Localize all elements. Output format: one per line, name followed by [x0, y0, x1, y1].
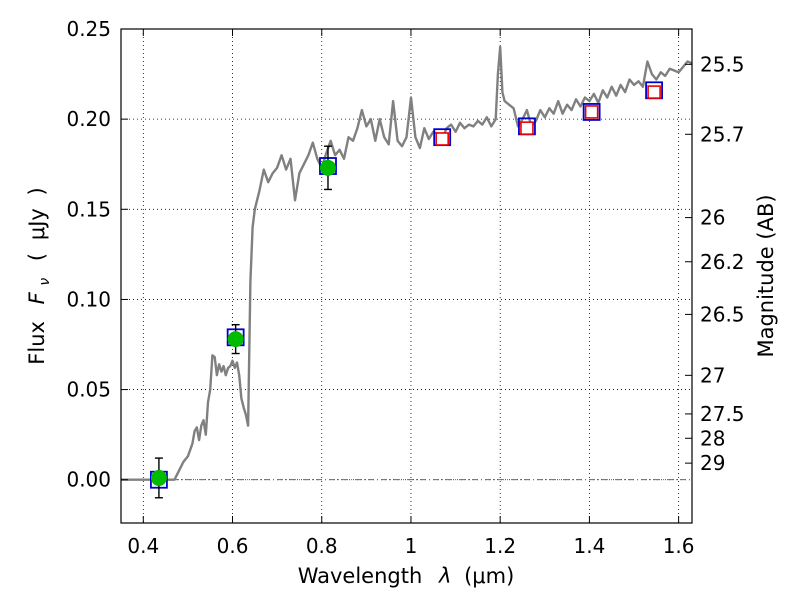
y2-tick-label: 25.7 — [700, 122, 745, 146]
axis-ticks — [121, 28, 692, 523]
y2-tick-label: 26 — [700, 206, 725, 230]
model-photometry-square — [582, 103, 601, 121]
x-axis-unit: (μm) — [464, 564, 514, 588]
y2-tick-label: 26.5 — [700, 302, 745, 326]
x-tick-label: 1 — [405, 534, 418, 558]
observed-flux-point — [150, 469, 167, 486]
observed-flux-point — [319, 159, 336, 176]
upper-limit-square — [647, 85, 661, 99]
y2-tick-label: 26.2 — [700, 250, 745, 274]
tick-labels: 0.4 0.6 0.8 1 1.2 1.4 1.6 0.00 0.05 0.10 0.15 0.20 0… — [66, 17, 744, 558]
x-axis-symbol: λ — [438, 564, 451, 588]
model-spectrum-line — [121, 45, 693, 481]
y-axis-symbol-sub: ν — [37, 278, 53, 286]
y-tick-label: 0.15 — [66, 197, 111, 221]
y2-tick-label: 27.5 — [700, 402, 745, 426]
grid-lines — [121, 28, 692, 523]
x-tick-label: 1.2 — [484, 534, 516, 558]
x-tick-label: 1.6 — [663, 534, 695, 558]
y2-axis-label: Magnitude (AB) — [754, 194, 778, 357]
y-tick-label: 0.05 — [66, 378, 111, 402]
x-tick-label: 0.8 — [306, 534, 338, 558]
upper-limit-square — [435, 132, 449, 146]
y-tick-label: 0.20 — [66, 107, 111, 131]
y-axis-unit-open: ( — [25, 253, 49, 261]
y2-tick-label: 27 — [700, 363, 725, 387]
photometry-points — [150, 81, 663, 499]
y2-tick-label: 25.5 — [700, 52, 745, 76]
upper-limit-square — [520, 121, 534, 135]
observed-flux-point — [227, 331, 244, 348]
x-axis-label-text: Wavelength — [298, 564, 423, 588]
y-axis-unit-close: ) — [25, 187, 49, 195]
model-spectrum-series — [121, 45, 693, 481]
y-tick-label: 0.00 — [66, 468, 111, 492]
y-axis-unit: μJy — [25, 208, 49, 240]
x-tick-label: 1.4 — [573, 534, 605, 558]
y-axis-label-text: Flux — [25, 321, 49, 365]
y-tick-label: 0.25 — [66, 17, 111, 41]
x-tick-label: 0.4 — [127, 534, 159, 558]
x-tick-label: 0.6 — [217, 534, 249, 558]
y-axis-label: Flux F ν ( μJy ) — [25, 187, 54, 364]
y-axis-symbol: F — [25, 291, 49, 304]
upper-limit-square — [584, 105, 599, 119]
y2-tick-label: 28 — [700, 426, 725, 450]
y-tick-label: 0.10 — [66, 287, 111, 311]
plot-frame — [120, 28, 693, 524]
y2-tick-label: 29 — [700, 451, 725, 475]
x-axis-label: Wavelength λ (μm) — [298, 564, 515, 588]
